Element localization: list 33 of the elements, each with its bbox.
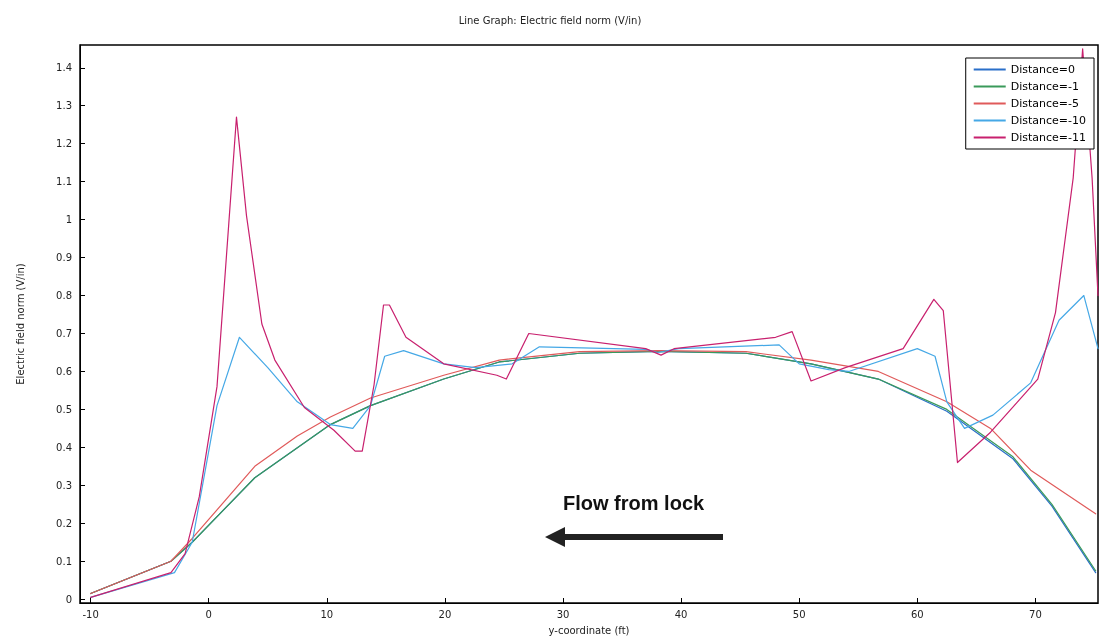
legend-label: Distance=-5 [1010, 97, 1080, 110]
y-tick-label: 1 [65, 214, 72, 226]
y-tick-label: 0.1 [56, 555, 72, 567]
x-tick-label: 50 [792, 608, 806, 620]
y-tick-label: 0.8 [56, 290, 72, 302]
x-tick-label: 30 [556, 608, 570, 620]
annotation: Flow from lock [563, 492, 705, 514]
y-tick-label: 0.3 [56, 479, 72, 491]
legend-label: Distance=-1 [1010, 80, 1080, 93]
y-tick-label: 0.6 [56, 365, 72, 377]
y-tick-label: 0.4 [56, 441, 72, 453]
y-tick-label: 0 [65, 593, 72, 605]
y-tick-label: 1.1 [56, 176, 72, 188]
y-tick-label: 0.5 [56, 403, 72, 415]
x-tick-label: 70 [1029, 608, 1042, 620]
y-tick-label: 0.2 [56, 517, 72, 529]
chart-title: Line Graph: Electric field norm (V/in) [458, 14, 642, 26]
x-tick-label: -10 [82, 608, 99, 620]
y-axis-title: Electric field norm (V/in) [14, 263, 26, 385]
x-tick-label: 40 [674, 608, 688, 620]
x-tick-label: 60 [910, 608, 924, 620]
legend-label: Distance=0 [1010, 63, 1076, 76]
y-tick-label: 0.9 [56, 252, 72, 264]
legend-label: Distance=-11 [1010, 131, 1086, 144]
x-tick-label: 20 [438, 608, 452, 620]
x-tick-label: 10 [320, 608, 334, 620]
y-tick-label: 1.3 [56, 100, 72, 112]
y-tick-label: 1.2 [56, 138, 72, 150]
y-tick-label: 1.4 [56, 62, 72, 74]
legend-label: Distance=-10 [1010, 114, 1086, 127]
x-tick-label: 0 [205, 608, 212, 620]
x-axis-title: y-coordinate (ft) [548, 624, 630, 636]
y-tick-label: 0.7 [56, 327, 72, 339]
